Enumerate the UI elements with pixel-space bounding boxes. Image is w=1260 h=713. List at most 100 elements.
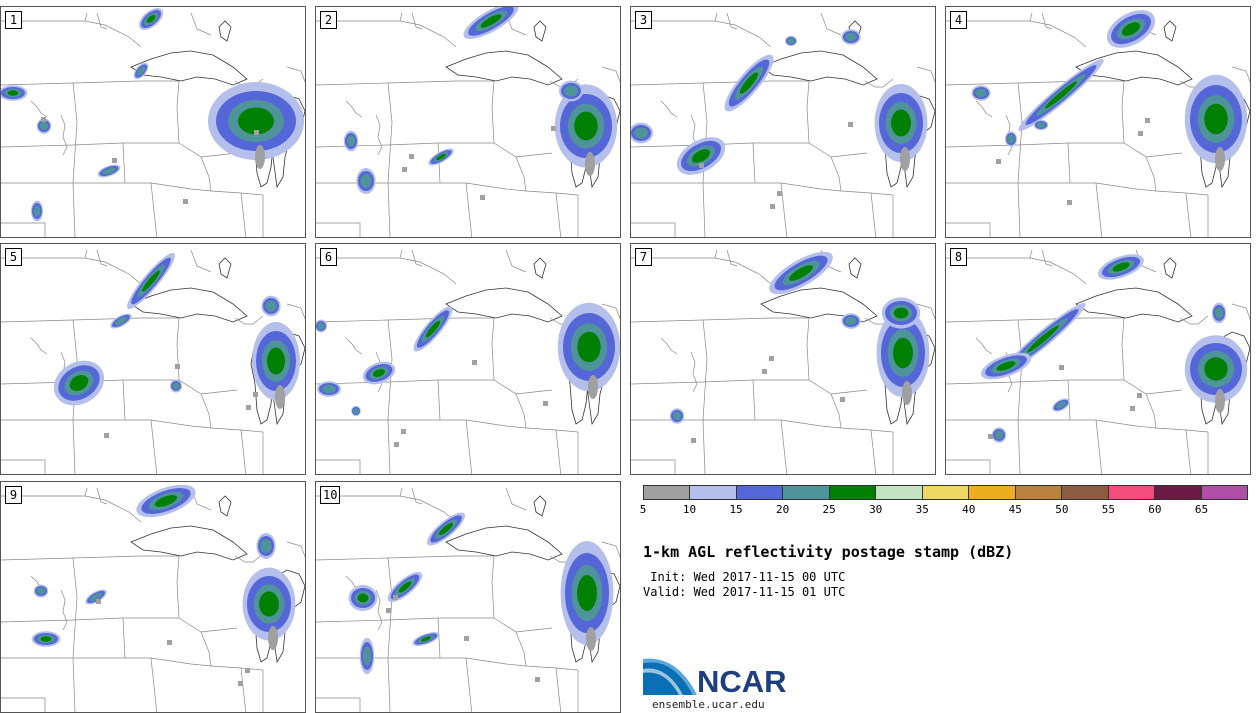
map-boundary — [178, 142, 212, 192]
precip-echo — [1007, 134, 1015, 144]
precip-echo — [787, 38, 795, 44]
map-boundary — [660, 337, 678, 355]
map-boundary — [1, 657, 212, 667]
map-boundary — [1123, 379, 1157, 429]
precip-echo — [265, 300, 277, 312]
colorbar-tick-label: 5 — [639, 503, 647, 516]
map-boundary — [601, 541, 620, 558]
precip-echo — [438, 522, 454, 536]
reflectivity-map — [316, 249, 620, 474]
map-boundary — [1, 459, 46, 474]
precip-echo — [362, 646, 372, 666]
colorbar-segment — [1108, 486, 1156, 499]
map-boundary — [631, 419, 842, 429]
map-boundary — [714, 257, 772, 285]
precip-echo — [420, 636, 432, 642]
map-boundary — [445, 287, 563, 323]
map-boundary — [493, 617, 527, 667]
map-boundary — [830, 152, 868, 158]
map-boundary — [84, 20, 142, 48]
map-boundary — [240, 429, 247, 474]
map-boundary — [286, 303, 305, 320]
map-boundary — [808, 142, 842, 192]
map-boundary — [525, 665, 579, 671]
precip-echo — [7, 90, 19, 96]
precip-speck — [1138, 131, 1143, 136]
member-number: 4 — [950, 11, 967, 29]
precip-echo — [33, 205, 41, 217]
map-boundary — [316, 419, 527, 429]
precip-echo — [372, 368, 386, 378]
map-boundary — [96, 249, 108, 267]
precip-echo — [845, 316, 857, 326]
member-panel-8: 8 — [945, 243, 1251, 475]
colorbar-segment — [876, 486, 923, 499]
map-boundary — [316, 617, 494, 623]
map-boundary — [946, 379, 1124, 385]
precip-echo — [994, 430, 1004, 440]
colorbar-segment — [783, 486, 830, 499]
map-boundary — [1075, 50, 1193, 86]
map-boundary — [130, 525, 248, 561]
map-boundary — [726, 249, 738, 267]
colorbar-tick-label: 25 — [822, 503, 836, 516]
precip-speck — [238, 681, 243, 686]
map-boundary — [176, 317, 180, 381]
reflectivity-map — [631, 12, 935, 237]
map-boundary — [946, 182, 1157, 192]
member-panel-9: 9 — [0, 481, 306, 713]
map-boundary — [631, 182, 842, 192]
map-boundary — [96, 487, 108, 505]
map-boundary — [375, 589, 383, 631]
colorbar-tick-label: 55 — [1101, 503, 1115, 516]
map-boundary — [96, 12, 108, 30]
precip-echo — [574, 111, 598, 141]
precip-speck — [394, 442, 399, 447]
map-boundary — [218, 495, 232, 517]
map-boundary — [445, 50, 563, 86]
member-number: 6 — [320, 248, 337, 266]
map-boundary — [316, 555, 494, 561]
map-boundary — [176, 80, 180, 144]
map-boundary — [975, 100, 993, 118]
reflectivity-map — [1, 484, 305, 712]
reflectivity-map — [631, 249, 935, 474]
map-boundary — [491, 555, 495, 619]
precip-speck — [1130, 406, 1135, 411]
precip-echo — [1204, 103, 1228, 135]
precip-echo — [893, 307, 909, 319]
precip-speck — [253, 392, 258, 397]
precip-echo — [1214, 307, 1224, 319]
map-boundary — [726, 12, 738, 30]
precip-echo — [480, 14, 502, 28]
precip-speck — [535, 677, 540, 682]
precip-echo — [891, 109, 911, 137]
map-boundary — [465, 419, 473, 474]
member-panel-10: 10 — [315, 481, 621, 713]
precip-speck — [551, 126, 556, 131]
precip-speck — [848, 122, 853, 127]
map-boundary — [1095, 419, 1103, 474]
precip-echo — [259, 591, 279, 617]
map-boundary — [1017, 82, 1023, 237]
precip-speck — [1145, 118, 1150, 123]
precip-speck — [543, 401, 548, 406]
map-boundary — [631, 379, 809, 385]
map-boundary — [387, 82, 393, 237]
map-boundary — [1145, 152, 1183, 158]
map-boundary — [975, 337, 993, 355]
colorbar-ticks: 5 10 15 20 25 30 35 40 45 50 55 60 65 — [639, 503, 1248, 517]
colorbar-segment — [736, 486, 784, 499]
map-boundary — [122, 617, 126, 659]
map-boundary — [411, 487, 423, 505]
precip-speck — [988, 434, 993, 439]
reflectivity-map — [1, 249, 305, 474]
precip-echo — [900, 147, 910, 171]
precip-echo — [1215, 147, 1225, 171]
precip-echo — [585, 152, 595, 176]
precip-speck — [104, 433, 109, 438]
member-number: 3 — [635, 11, 652, 29]
precip-echo — [1055, 401, 1067, 409]
map-boundary — [946, 80, 1124, 86]
map-boundary — [1075, 287, 1193, 323]
